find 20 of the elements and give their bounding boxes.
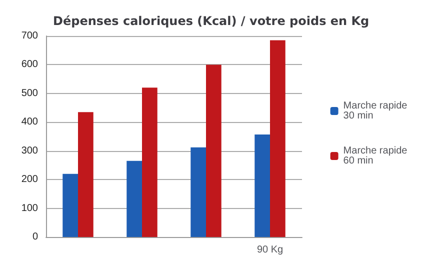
- y-tick-label: 500: [21, 88, 38, 99]
- y-tick-label: 300: [21, 145, 38, 156]
- y-tick-label: 100: [21, 202, 38, 214]
- x-tick-label: 90 Kg: [256, 244, 284, 256]
- chart-title: Dépenses caloriques (Kcal) / votre poids en Kg: [53, 14, 370, 28]
- y-tick-label: 0: [32, 232, 38, 242]
- bar: [142, 88, 158, 237]
- y-tick-label: 200: [21, 174, 38, 186]
- bar: [190, 147, 206, 237]
- y-tick-label: 700: [21, 30, 38, 42]
- y-tick-label: 400: [21, 116, 38, 128]
- bar: [206, 64, 222, 237]
- bar: [62, 174, 78, 237]
- legend-label: Marche rapide 60 min: [343, 146, 410, 166]
- y-tick-label: 600: [21, 59, 38, 70]
- bar: [270, 40, 286, 237]
- legend-label: Marche rapide 30 min: [343, 100, 410, 122]
- bar: [126, 160, 142, 237]
- bar: [254, 134, 270, 237]
- bar: [78, 112, 94, 237]
